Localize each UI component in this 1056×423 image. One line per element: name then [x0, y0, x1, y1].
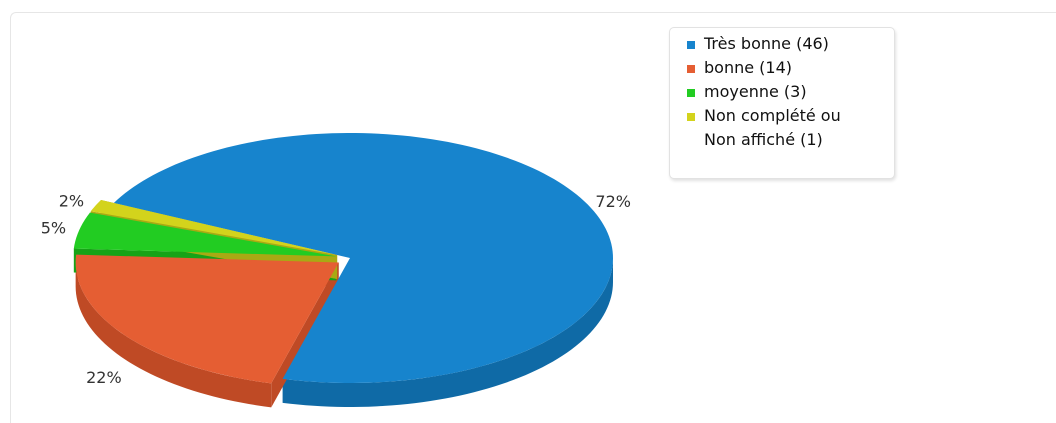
pie-label-tres-bonne: 72% — [595, 192, 631, 211]
legend-swatch-bonne — [687, 65, 695, 73]
legend-label-tres-bonne: Très bonne (46) — [704, 34, 829, 53]
pie-slice-tres-bonne[interactable] — [113, 133, 613, 383]
pie-percent-labels: 72% 22% 5% 2% — [41, 192, 631, 387]
legend-label-non-complete-line1: Non complété ou — [704, 106, 841, 125]
legend-label-moyenne: moyenne (3) — [704, 82, 807, 101]
pie-label-bonne: 22% — [86, 368, 122, 387]
legend-item-moyenne[interactable]: moyenne (3) — [680, 80, 886, 104]
pie-side-tres-bonne — [282, 258, 613, 407]
legend-swatch-tres-bonne — [687, 41, 695, 49]
legend-label-bonne: bonne (14) — [704, 58, 792, 77]
pie-slice-non-complete-ou-non-affiche[interactable] — [90, 199, 338, 255]
chart-legend: Très bonne (46) bonne (14) moyenne (3) N… — [669, 27, 895, 179]
legend-item-tres-bonne[interactable]: Très bonne (46) — [680, 32, 886, 56]
pie-slice-tops — [73, 133, 613, 384]
legend-item-non-complete[interactable]: Non complété ou Non affiché (1) — [680, 104, 886, 152]
pie-slice-bonne[interactable] — [75, 254, 339, 384]
pie-label-moyenne: 5% — [41, 219, 66, 238]
pie-side-bonne — [75, 262, 272, 408]
legend-item-bonne[interactable]: bonne (14) — [680, 56, 886, 80]
pie-label-non-complete-ou-non-affiche: 2% — [59, 192, 84, 211]
legend-swatch-moyenne — [687, 89, 695, 97]
legend-label-non-complete-line2: Non affiché (1) — [704, 130, 823, 149]
pie-slice-moyenne[interactable] — [73, 212, 337, 257]
legend-swatch-non-complete — [687, 113, 695, 121]
